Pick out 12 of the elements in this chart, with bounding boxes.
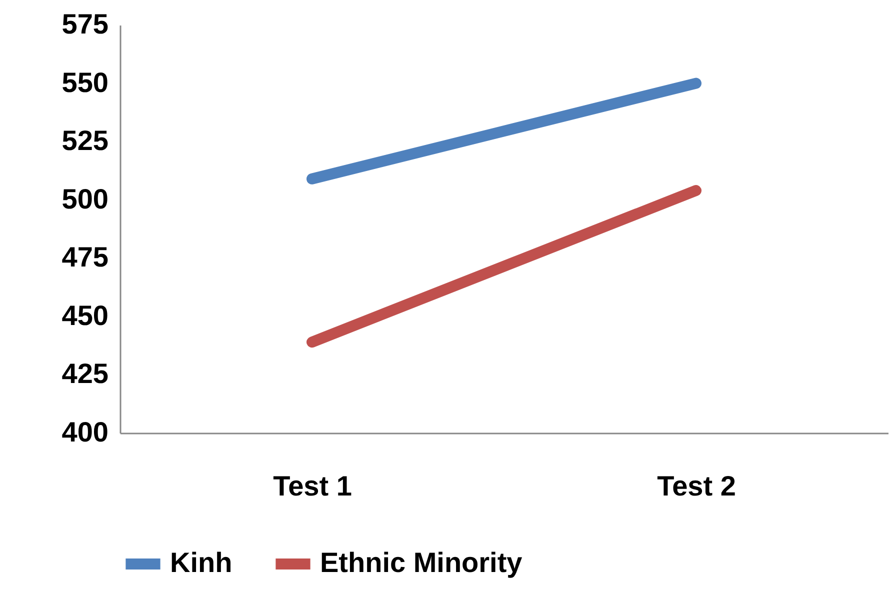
y-tick-label: 475 — [62, 242, 108, 273]
y-tick-label: 575 — [62, 8, 108, 40]
y-tick-label: 450 — [62, 300, 108, 331]
x-tick-label: Test 2 — [657, 470, 736, 502]
y-tick-label: 500 — [62, 183, 108, 214]
y-tick-label: 550 — [62, 66, 108, 98]
y-tick-label: 425 — [62, 358, 108, 390]
legend-label: Kinh — [170, 547, 232, 578]
x-tick-label: Test 1 — [273, 470, 352, 502]
y-tick-label: 400 — [62, 416, 108, 448]
y-tick-label: 525 — [62, 125, 108, 156]
legend-label: Ethnic Minority — [320, 547, 523, 578]
